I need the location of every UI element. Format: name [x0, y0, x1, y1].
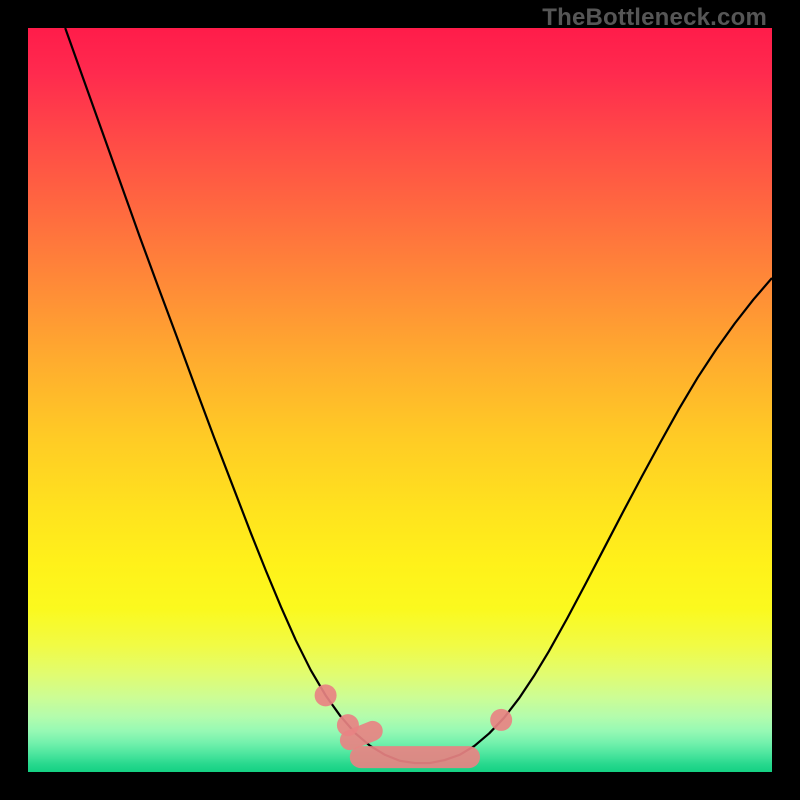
chart-frame: TheBottleneck.com: [0, 0, 800, 800]
bottleneck-curve: [65, 28, 772, 763]
plot-area: [28, 28, 772, 772]
marker-bar: [350, 746, 480, 768]
marker-group: [315, 684, 513, 768]
marker-dot: [315, 684, 337, 706]
marker-dot: [490, 709, 512, 731]
watermark-text: TheBottleneck.com: [542, 4, 767, 32]
chart-overlay: [28, 28, 772, 772]
marker-dot: [337, 714, 359, 736]
